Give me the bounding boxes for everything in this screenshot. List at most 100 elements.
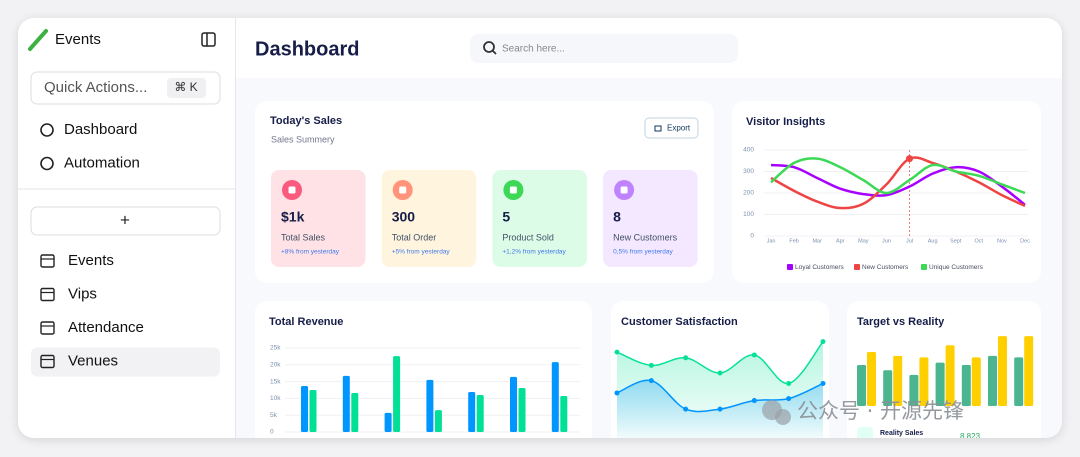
y-tick-label: 0 bbox=[750, 233, 754, 240]
point bbox=[683, 355, 689, 361]
point bbox=[820, 380, 826, 386]
stat-label: New Customers bbox=[613, 232, 678, 242]
search-placeholder: Search here... bbox=[502, 44, 565, 55]
bar bbox=[998, 336, 1007, 406]
search-icon bbox=[483, 41, 495, 53]
legend-label: Unique Customers bbox=[929, 264, 984, 271]
bar bbox=[468, 392, 476, 432]
footer-value: 8.823 bbox=[960, 432, 981, 438]
y-tick-label: 20k bbox=[270, 362, 281, 369]
stat-change: 0,5% from yesterday bbox=[613, 249, 673, 256]
y-tick-label: 300 bbox=[743, 168, 754, 175]
point bbox=[717, 406, 723, 412]
page-title: Dashboard bbox=[255, 38, 359, 60]
point bbox=[786, 380, 792, 386]
x-tick-label: Apr bbox=[836, 238, 845, 244]
nav-icon bbox=[40, 123, 54, 137]
shortcut-chip bbox=[167, 78, 206, 98]
bar bbox=[935, 362, 945, 406]
highlight-point bbox=[906, 155, 914, 163]
bar bbox=[384, 412, 392, 432]
x-tick-label: Jul bbox=[906, 238, 913, 244]
y-tick-label: 0 bbox=[270, 429, 274, 436]
bar bbox=[971, 357, 981, 406]
point bbox=[751, 352, 757, 358]
card bbox=[255, 301, 592, 438]
export-text: Export bbox=[667, 124, 691, 133]
stat-label: Product Sold bbox=[502, 232, 554, 242]
chart-title: Visitor Insights bbox=[746, 116, 825, 128]
point bbox=[683, 406, 689, 412]
y-tick-label: 15k bbox=[270, 378, 281, 385]
add-button[interactable] bbox=[30, 206, 221, 236]
y-tick-label: 100 bbox=[743, 211, 754, 218]
x-tick-label: Aug bbox=[928, 238, 938, 244]
footer-label: Reality Sales bbox=[880, 430, 923, 437]
bar bbox=[893, 355, 903, 406]
collapse-icon[interactable] bbox=[201, 32, 216, 47]
series-line bbox=[770, 157, 1026, 195]
app-window: Events Quick Actions... ⌘ K Dashboard Automa… bbox=[18, 18, 1062, 438]
y-tick-label: 200 bbox=[743, 190, 754, 197]
series-line bbox=[770, 156, 1026, 210]
quick-actions-text: Quick Actions... bbox=[44, 79, 147, 96]
export-button[interactable] bbox=[644, 117, 699, 139]
stat-change: +1,2% from yesterday bbox=[502, 249, 566, 256]
table-item[interactable]: Venues bbox=[68, 352, 118, 369]
y-tick-label: 400 bbox=[743, 147, 754, 154]
stat-label: Total Order bbox=[392, 232, 437, 242]
point bbox=[614, 349, 620, 355]
legend-label: Loyal Customers bbox=[795, 264, 845, 271]
nav-item[interactable]: Automation bbox=[64, 154, 140, 171]
point bbox=[786, 396, 792, 402]
bar bbox=[945, 345, 955, 406]
legend-label: New Customers bbox=[862, 264, 909, 271]
bar bbox=[551, 362, 559, 432]
table-item[interactable]: Attendance bbox=[68, 319, 144, 336]
bar bbox=[1014, 357, 1024, 406]
watermark-icon bbox=[775, 409, 791, 425]
point bbox=[717, 370, 723, 376]
bar bbox=[883, 370, 893, 406]
stat-value: 300 bbox=[392, 209, 416, 225]
table-icon bbox=[40, 254, 55, 268]
bar bbox=[857, 364, 866, 406]
x-tick-label: Feb bbox=[789, 238, 798, 244]
bar bbox=[309, 390, 317, 432]
watermark: 公众号 · 开源先锋 bbox=[797, 399, 964, 423]
x-tick-label: Jun bbox=[882, 238, 891, 244]
bar bbox=[301, 385, 308, 432]
search-box[interactable] bbox=[470, 34, 738, 63]
nav-item[interactable]: Dashboard bbox=[64, 121, 137, 138]
search-icon-handle bbox=[492, 50, 497, 55]
bar bbox=[961, 364, 971, 406]
canvas: Events Quick Actions... ⌘ K Dashboard Automa… bbox=[18, 29, 1041, 438]
bar bbox=[393, 356, 401, 432]
bar bbox=[342, 375, 350, 432]
table-icon bbox=[40, 321, 55, 335]
point bbox=[614, 390, 620, 396]
table-item[interactable]: Vips bbox=[68, 285, 97, 302]
point bbox=[751, 398, 757, 404]
legend-swatch bbox=[921, 264, 927, 270]
y-tick-label: 10k bbox=[270, 395, 281, 402]
card bbox=[255, 101, 714, 283]
stat-change: +5% from yesterday bbox=[392, 249, 451, 256]
table-item[interactable]: Events bbox=[68, 252, 114, 269]
point bbox=[820, 339, 826, 345]
y-tick-label: 25k bbox=[270, 345, 281, 352]
table-icon bbox=[40, 287, 55, 302]
shortcut: ⌘ K bbox=[174, 80, 197, 94]
x-tick-label: Dec bbox=[1020, 238, 1030, 244]
x-tick-label: Mar bbox=[812, 238, 822, 244]
stat-icon-glyph bbox=[288, 186, 296, 194]
footer-icon bbox=[857, 427, 873, 438]
stat-value: $1k bbox=[281, 209, 305, 225]
bar bbox=[1024, 336, 1034, 406]
y-tick-label: 5k bbox=[270, 412, 278, 419]
bar bbox=[510, 376, 517, 432]
chart-title: Total Revenue bbox=[269, 316, 343, 328]
chart-title: Customer Satisfaction bbox=[621, 316, 738, 328]
sales-title: Today's Sales bbox=[270, 115, 342, 127]
